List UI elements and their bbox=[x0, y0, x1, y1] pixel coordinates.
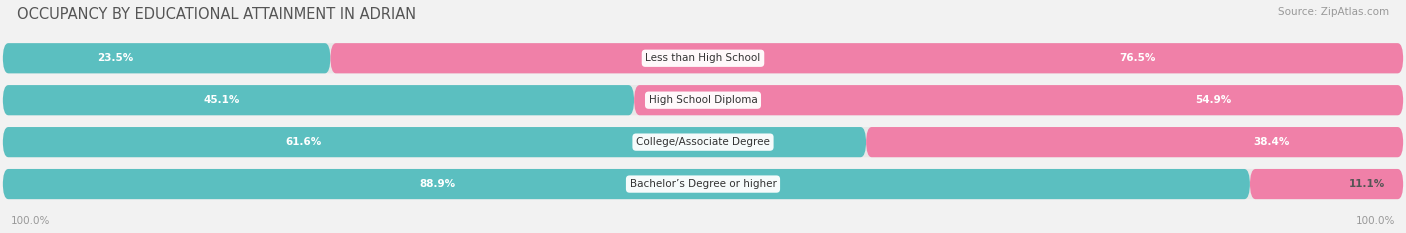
FancyBboxPatch shape bbox=[3, 127, 1403, 157]
Text: Less than High School: Less than High School bbox=[645, 53, 761, 63]
Text: OCCUPANCY BY EDUCATIONAL ATTAINMENT IN ADRIAN: OCCUPANCY BY EDUCATIONAL ATTAINMENT IN A… bbox=[17, 7, 416, 22]
Text: 23.5%: 23.5% bbox=[97, 53, 134, 63]
FancyBboxPatch shape bbox=[3, 169, 1403, 199]
FancyBboxPatch shape bbox=[3, 43, 1403, 73]
FancyBboxPatch shape bbox=[3, 127, 866, 157]
FancyBboxPatch shape bbox=[3, 169, 1250, 199]
FancyBboxPatch shape bbox=[866, 127, 1403, 157]
Text: 11.1%: 11.1% bbox=[1348, 179, 1385, 189]
Text: 76.5%: 76.5% bbox=[1119, 53, 1156, 63]
FancyBboxPatch shape bbox=[634, 85, 1403, 115]
FancyBboxPatch shape bbox=[3, 85, 1403, 115]
Text: High School Diploma: High School Diploma bbox=[648, 95, 758, 105]
Text: Bachelor’s Degree or higher: Bachelor’s Degree or higher bbox=[630, 179, 776, 189]
FancyBboxPatch shape bbox=[330, 43, 1403, 73]
FancyBboxPatch shape bbox=[3, 43, 330, 73]
Text: 54.9%: 54.9% bbox=[1195, 95, 1232, 105]
Text: 61.6%: 61.6% bbox=[285, 137, 321, 147]
Text: 45.1%: 45.1% bbox=[204, 95, 240, 105]
Text: 88.9%: 88.9% bbox=[419, 179, 456, 189]
Text: Source: ZipAtlas.com: Source: ZipAtlas.com bbox=[1278, 7, 1389, 17]
FancyBboxPatch shape bbox=[3, 85, 634, 115]
Text: College/Associate Degree: College/Associate Degree bbox=[636, 137, 770, 147]
Text: 100.0%: 100.0% bbox=[11, 216, 51, 226]
FancyBboxPatch shape bbox=[1250, 169, 1403, 199]
Text: 38.4%: 38.4% bbox=[1253, 137, 1289, 147]
Text: 100.0%: 100.0% bbox=[1355, 216, 1395, 226]
